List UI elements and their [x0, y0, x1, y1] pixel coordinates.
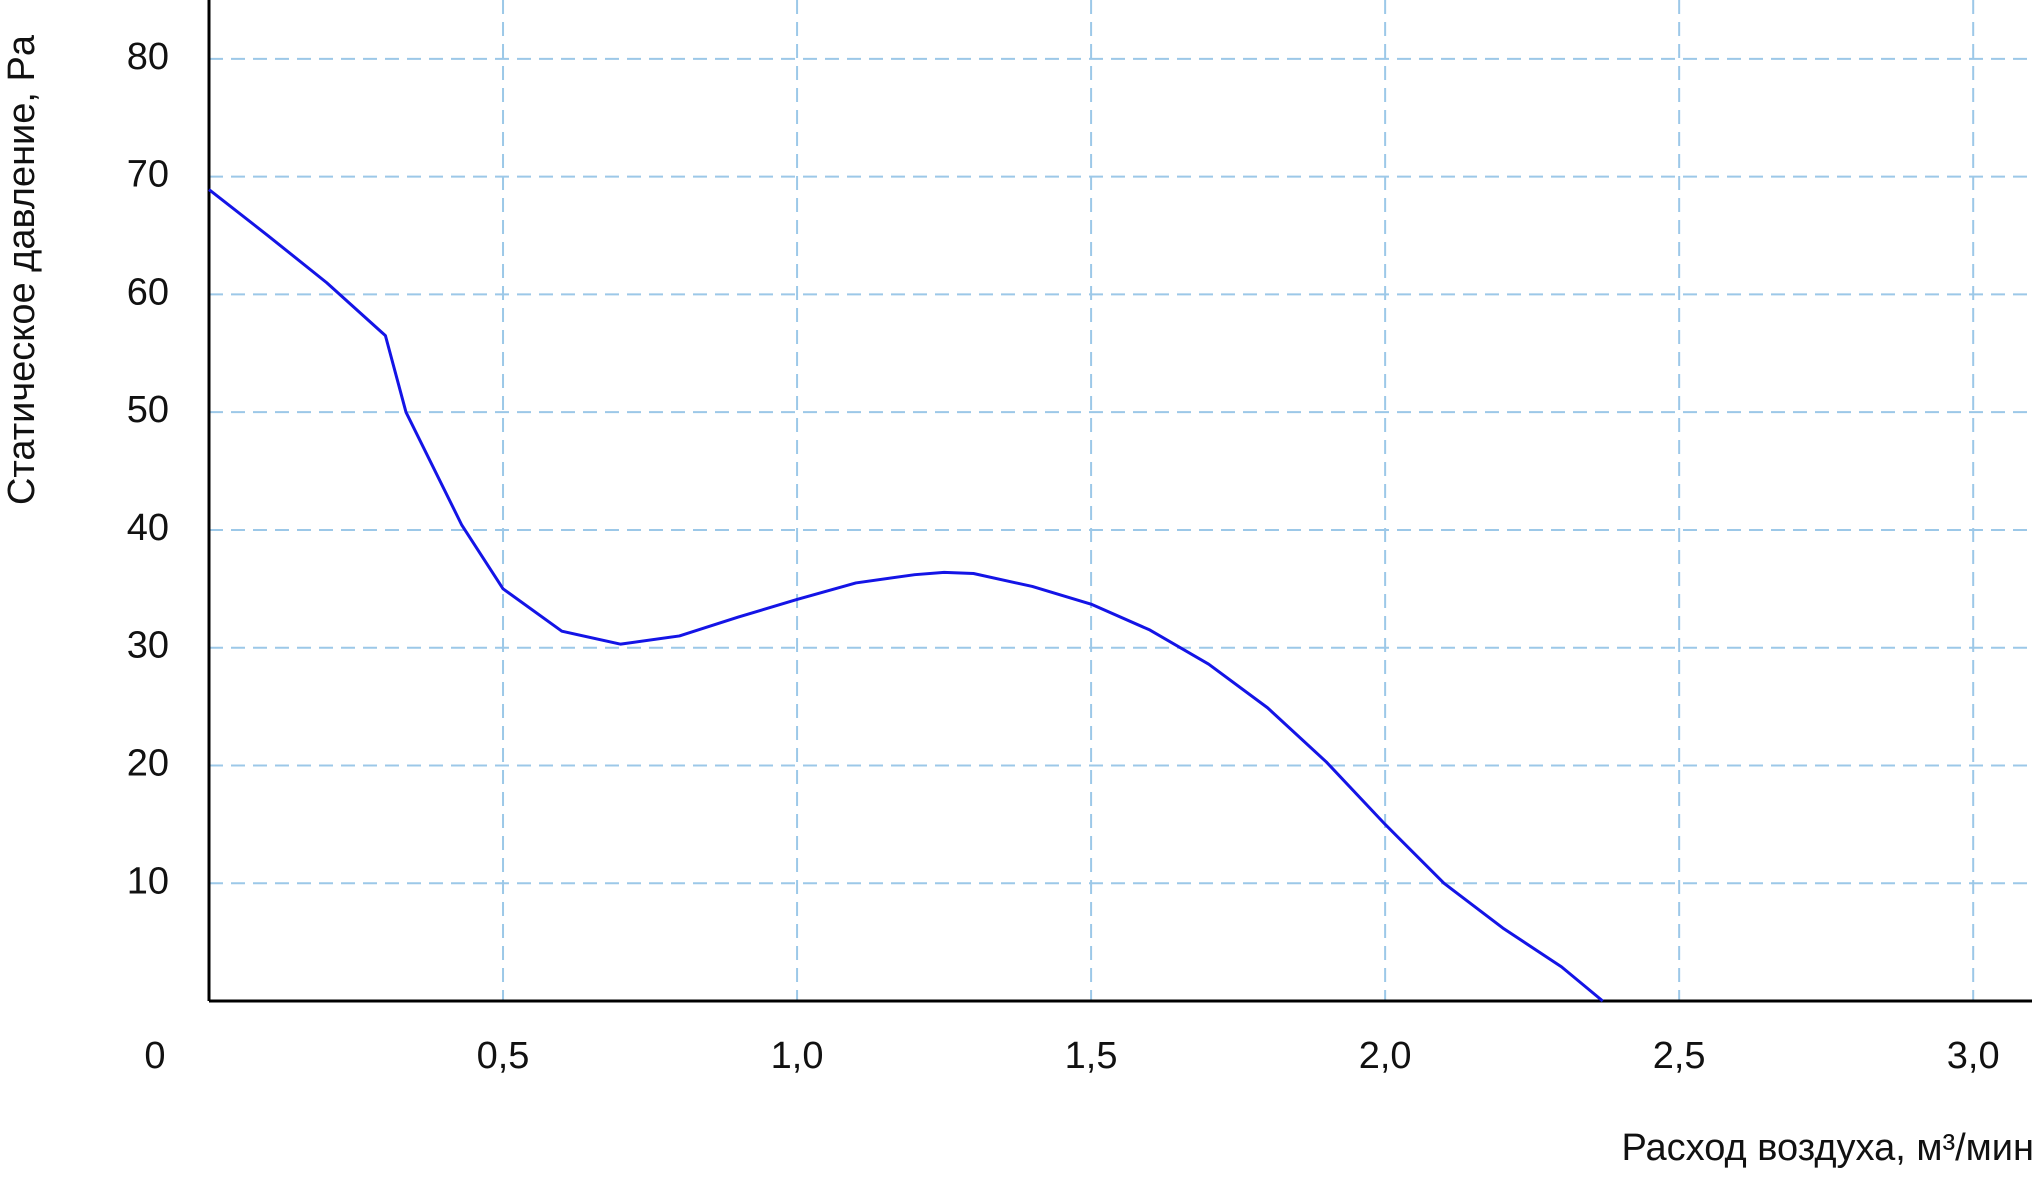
x-tick-label: 2,5: [1653, 1035, 1706, 1077]
y-axis-label: Статическое давление, Pa: [1, 34, 43, 505]
y-tick-label: 70: [127, 154, 169, 196]
y-tick-label: 50: [127, 389, 169, 431]
y-tick-label: 40: [127, 507, 169, 549]
y-tick-label: 10: [127, 860, 169, 902]
x-tick-label: 1,5: [1065, 1035, 1118, 1077]
y-tick-label: 80: [127, 36, 169, 78]
y-tick-label: 60: [127, 271, 169, 313]
x-tick-label: 1,0: [771, 1035, 824, 1077]
x-tick-label: 3,0: [1947, 1035, 2000, 1077]
y-tick-label: 20: [127, 743, 169, 785]
y-tick-label: 30: [127, 625, 169, 667]
x-axis-label: Расход воздуха, м³/мин: [1621, 1127, 2034, 1169]
x-tick-label: 0: [144, 1035, 165, 1077]
x-tick-label: 0,5: [477, 1035, 530, 1077]
data-line: [208, 188, 1604, 1003]
x-tick-label: 2,0: [1359, 1035, 1412, 1077]
